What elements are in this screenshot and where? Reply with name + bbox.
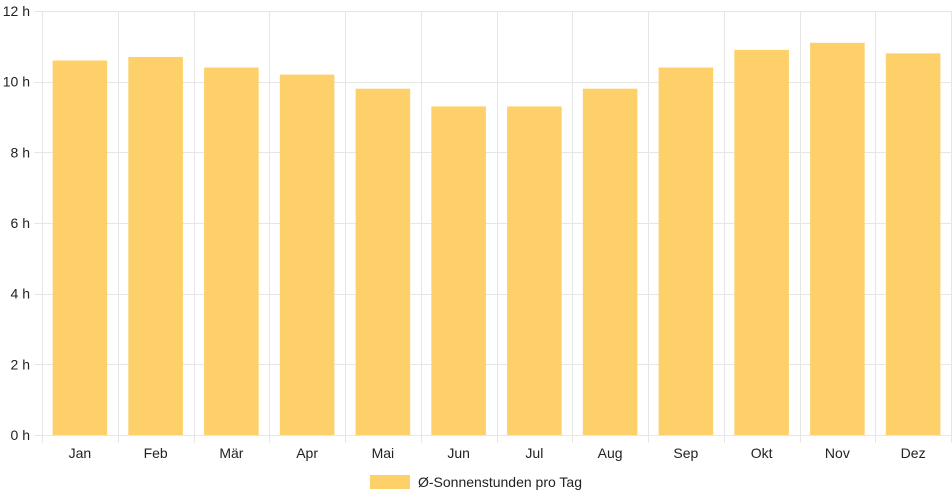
legend[interactable]: Ø-Sonnenstunden pro Tag bbox=[370, 474, 582, 490]
x-tick-label: Dez bbox=[901, 445, 926, 461]
x-tick-label: Mai bbox=[372, 445, 395, 461]
bar-jul[interactable] bbox=[507, 106, 562, 436]
x-tick-label: Nov bbox=[825, 445, 850, 461]
bar-nov[interactable] bbox=[810, 42, 865, 436]
bar-jun[interactable] bbox=[431, 106, 486, 436]
x-tick-label: Mär bbox=[219, 445, 243, 461]
bar-mai[interactable] bbox=[355, 88, 411, 435]
x-tick-label: Jun bbox=[447, 445, 470, 461]
y-tick-label: 6 h bbox=[11, 215, 30, 231]
y-tick-label: 4 h bbox=[11, 286, 30, 302]
bar-aug[interactable] bbox=[582, 88, 638, 435]
bar-apr[interactable] bbox=[279, 74, 335, 435]
x-tick-label: Jul bbox=[525, 445, 543, 461]
bar-feb[interactable] bbox=[128, 56, 183, 435]
bar-sep[interactable] bbox=[658, 67, 714, 436]
y-tick-label: 2 h bbox=[11, 356, 30, 372]
legend-swatch[interactable] bbox=[370, 475, 410, 489]
y-tick-label: 8 h bbox=[11, 144, 30, 160]
y-axis: 0 h 2 h 4 h 6 h 8 h 10 h 12 h bbox=[3, 3, 30, 443]
bar-okt[interactable] bbox=[734, 49, 789, 435]
x-tick-label: Jan bbox=[69, 445, 92, 461]
bar-mär[interactable] bbox=[204, 67, 259, 436]
y-tick-label: 0 h bbox=[11, 427, 30, 443]
x-tick-label: Feb bbox=[144, 445, 168, 461]
x-tick-label: Apr bbox=[296, 445, 318, 461]
legend-label[interactable]: Ø-Sonnenstunden pro Tag bbox=[418, 474, 582, 490]
bars bbox=[52, 42, 941, 436]
y-tick-label: 12 h bbox=[3, 3, 30, 19]
gridlines bbox=[34, 11, 952, 443]
y-tick-label: 10 h bbox=[3, 74, 30, 90]
x-tick-label: Okt bbox=[751, 445, 773, 461]
x-tick-label: Aug bbox=[598, 445, 623, 461]
x-tick-label: Sep bbox=[673, 445, 698, 461]
bar-dez[interactable] bbox=[885, 53, 941, 436]
x-axis: Jan Feb Mär Apr Mai Jun Jul Aug Sep Okt Nov Dez bbox=[69, 445, 926, 461]
bar-jan[interactable] bbox=[52, 60, 108, 435]
